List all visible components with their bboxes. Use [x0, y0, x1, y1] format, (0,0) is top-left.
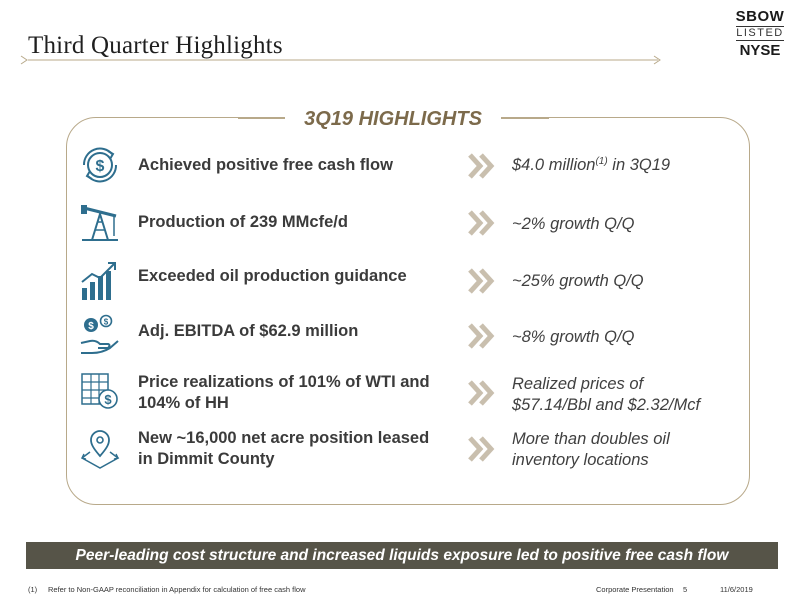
achievement-line: 104% of HH — [138, 394, 229, 412]
double-chevron-icon — [468, 210, 495, 236]
summary-banner: Peer-leading cost structure and increase… — [26, 542, 778, 569]
result-line: More than doubles oil — [512, 430, 670, 448]
svg-text:$: $ — [88, 321, 94, 332]
logo-exchange: NYSE — [739, 42, 781, 59]
title-underline — [20, 55, 661, 65]
page-number: 5 — [683, 585, 688, 594]
map-pin-icon — [80, 430, 120, 469]
double-chevron-icon — [468, 436, 495, 462]
achievement-text: Production of 239 MMcfe/d — [138, 213, 348, 231]
panel-title-rule-left — [238, 118, 286, 120]
pump-jack-icon — [81, 205, 118, 241]
double-chevron-icon — [468, 153, 495, 179]
achievement-line: in Dimmit County — [138, 450, 275, 468]
logo-listed: LISTED — [736, 26, 784, 41]
footnote-text: Refer to Non-GAAP reconciliation in Appe… — [48, 585, 306, 594]
page-title: Third Quarter Highlights — [28, 32, 283, 59]
sbow-nyse-logo: SBOW LISTED NYSE — [728, 8, 792, 59]
result-text: ~25% growth Q/Q — [512, 272, 644, 290]
double-chevron-icon — [468, 268, 495, 294]
achievement-text: Adj. EBITDA of $62.9 million — [138, 322, 359, 340]
panel-title: 3Q19 HIGHLIGHTS — [285, 106, 501, 132]
result-tail: in 3Q19 — [607, 156, 671, 174]
logo-ticker: SBOW — [735, 8, 785, 25]
hand-money-icon: $ $ — [80, 314, 119, 354]
result-line: $57.14/Bbl and $2.32/Mcf — [512, 396, 701, 414]
growth-bars-icon — [81, 262, 116, 300]
result-text: More than doubles oil inventory location… — [512, 429, 670, 471]
result-text: Realized prices of $57.14/Bbl and $2.32/… — [512, 374, 700, 416]
footnote-ref: (1) — [595, 156, 608, 167]
footer-presentation-label: Corporate Presentation — [596, 585, 674, 594]
result-line: Realized prices of — [512, 375, 644, 393]
result-line: inventory locations — [512, 451, 649, 469]
panel-title-rule-right — [501, 118, 549, 120]
footnote: (1) Refer to Non-GAAP reconciliation in A… — [28, 585, 306, 594]
footnote-number: (1) — [28, 585, 38, 594]
double-chevron-icon — [468, 323, 495, 349]
price-calc-icon: $ — [81, 373, 118, 409]
footer-date: 11/6/2019 — [720, 585, 753, 594]
result-text: ~8% growth Q/Q — [512, 328, 635, 346]
result-value: $4.0 million — [512, 156, 596, 174]
svg-text:$: $ — [104, 318, 109, 327]
achievement-line: Price realizations of 101% of WTI and — [138, 373, 430, 391]
achievement-text: Price realizations of 101% of WTI and 10… — [138, 372, 430, 414]
achievement-text: Exceeded oil production guidance — [138, 267, 407, 285]
dollar-cycle-icon: $ — [82, 147, 118, 183]
double-chevron-icon — [468, 380, 495, 406]
achievement-text: Achieved positive free cash flow — [138, 156, 393, 174]
achievement-line: New ~16,000 net acre position leased — [138, 429, 430, 447]
svg-text:$: $ — [96, 158, 105, 175]
svg-text:$: $ — [104, 392, 112, 407]
result-text: $4.0 million(1) in 3Q19 — [512, 155, 670, 176]
achievement-text: New ~16,000 net acre position leased in … — [138, 428, 429, 470]
result-text: ~2% growth Q/Q — [512, 215, 635, 233]
